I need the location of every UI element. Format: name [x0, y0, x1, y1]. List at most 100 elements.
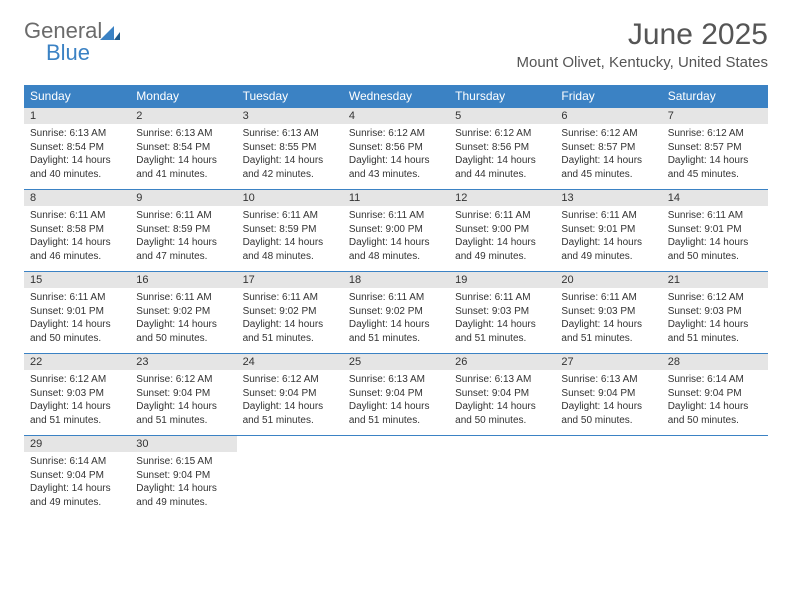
dow-header: Friday: [555, 85, 661, 107]
sunrise-line: Sunrise: 6:11 AM: [349, 209, 443, 223]
day-number: 30: [130, 436, 236, 452]
sunrise-line: Sunrise: 6:12 AM: [668, 127, 762, 141]
dow-header: Monday: [130, 85, 236, 107]
daylight-line: Daylight: 14 hours and 51 minutes.: [136, 400, 230, 427]
sunset-line: Sunset: 9:01 PM: [668, 223, 762, 237]
calendar-cell: 23Sunrise: 6:12 AMSunset: 9:04 PMDayligh…: [130, 353, 236, 435]
sunset-line: Sunset: 8:57 PM: [668, 141, 762, 155]
calendar-cell: 3Sunrise: 6:13 AMSunset: 8:55 PMDaylight…: [237, 107, 343, 189]
sunset-line: Sunset: 8:54 PM: [30, 141, 124, 155]
calendar-cell-blank: [555, 435, 661, 517]
sunrise-line: Sunrise: 6:11 AM: [30, 209, 124, 223]
daylight-line: Daylight: 14 hours and 50 minutes.: [136, 318, 230, 345]
daylight-line: Daylight: 14 hours and 51 minutes.: [243, 318, 337, 345]
daylight-line: Daylight: 14 hours and 48 minutes.: [243, 236, 337, 263]
calendar-cell: 12Sunrise: 6:11 AMSunset: 9:00 PMDayligh…: [449, 189, 555, 271]
sunset-line: Sunset: 9:02 PM: [349, 305, 443, 319]
sunrise-line: Sunrise: 6:14 AM: [30, 455, 124, 469]
day-body: Sunrise: 6:13 AMSunset: 8:55 PMDaylight:…: [237, 124, 343, 181]
calendar-cell: 15Sunrise: 6:11 AMSunset: 9:01 PMDayligh…: [24, 271, 130, 353]
day-body: Sunrise: 6:12 AMSunset: 8:57 PMDaylight:…: [555, 124, 661, 181]
sunset-line: Sunset: 8:54 PM: [136, 141, 230, 155]
sunrise-line: Sunrise: 6:11 AM: [455, 291, 549, 305]
daylight-line: Daylight: 14 hours and 44 minutes.: [455, 154, 549, 181]
calendar-cell: 20Sunrise: 6:11 AMSunset: 9:03 PMDayligh…: [555, 271, 661, 353]
sunset-line: Sunset: 9:03 PM: [455, 305, 549, 319]
calendar-cell: 5Sunrise: 6:12 AMSunset: 8:56 PMDaylight…: [449, 107, 555, 189]
header: GeneralBlue June 2025 Mount Olivet, Kent…: [0, 0, 792, 75]
day-body: Sunrise: 6:11 AMSunset: 9:03 PMDaylight:…: [555, 288, 661, 345]
day-number: 17: [237, 272, 343, 288]
day-number: 8: [24, 190, 130, 206]
daylight-line: Daylight: 14 hours and 51 minutes.: [455, 318, 549, 345]
calendar-cell: 14Sunrise: 6:11 AMSunset: 9:01 PMDayligh…: [662, 189, 768, 271]
day-number: 25: [343, 354, 449, 370]
day-number: 16: [130, 272, 236, 288]
day-body: Sunrise: 6:13 AMSunset: 8:54 PMDaylight:…: [130, 124, 236, 181]
day-number: 11: [343, 190, 449, 206]
calendar-cell: 7Sunrise: 6:12 AMSunset: 8:57 PMDaylight…: [662, 107, 768, 189]
day-number: 26: [449, 354, 555, 370]
day-number: 24: [237, 354, 343, 370]
sunrise-line: Sunrise: 6:12 AM: [349, 127, 443, 141]
day-number: 28: [662, 354, 768, 370]
calendar-cell: 26Sunrise: 6:13 AMSunset: 9:04 PMDayligh…: [449, 353, 555, 435]
sunset-line: Sunset: 9:02 PM: [136, 305, 230, 319]
sunrise-line: Sunrise: 6:12 AM: [668, 291, 762, 305]
daylight-line: Daylight: 14 hours and 42 minutes.: [243, 154, 337, 181]
dow-header: Saturday: [662, 85, 768, 107]
sunrise-line: Sunrise: 6:13 AM: [455, 373, 549, 387]
day-number: 27: [555, 354, 661, 370]
calendar-cell: 2Sunrise: 6:13 AMSunset: 8:54 PMDaylight…: [130, 107, 236, 189]
daylight-line: Daylight: 14 hours and 48 minutes.: [349, 236, 443, 263]
calendar-cell-blank: [449, 435, 555, 517]
logo-text-blue: Blue: [46, 40, 120, 66]
day-number: 15: [24, 272, 130, 288]
calendar-cell: 27Sunrise: 6:13 AMSunset: 9:04 PMDayligh…: [555, 353, 661, 435]
sunrise-line: Sunrise: 6:11 AM: [136, 209, 230, 223]
dow-header: Wednesday: [343, 85, 449, 107]
sunset-line: Sunset: 9:04 PM: [349, 387, 443, 401]
sunset-line: Sunset: 9:03 PM: [561, 305, 655, 319]
calendar-cell: 22Sunrise: 6:12 AMSunset: 9:03 PMDayligh…: [24, 353, 130, 435]
calendar-cell: 13Sunrise: 6:11 AMSunset: 9:01 PMDayligh…: [555, 189, 661, 271]
sunset-line: Sunset: 9:04 PM: [455, 387, 549, 401]
daylight-line: Daylight: 14 hours and 41 minutes.: [136, 154, 230, 181]
day-number: 1: [24, 108, 130, 124]
day-body: Sunrise: 6:11 AMSunset: 9:00 PMDaylight:…: [343, 206, 449, 263]
daylight-line: Daylight: 14 hours and 51 minutes.: [349, 400, 443, 427]
sunset-line: Sunset: 8:59 PM: [243, 223, 337, 237]
day-number: 21: [662, 272, 768, 288]
calendar-cell: 30Sunrise: 6:15 AMSunset: 9:04 PMDayligh…: [130, 435, 236, 517]
sunrise-line: Sunrise: 6:11 AM: [561, 291, 655, 305]
sunrise-line: Sunrise: 6:12 AM: [136, 373, 230, 387]
calendar-cell: 6Sunrise: 6:12 AMSunset: 8:57 PMDaylight…: [555, 107, 661, 189]
day-number: 2: [130, 108, 236, 124]
dow-header: Tuesday: [237, 85, 343, 107]
sunrise-line: Sunrise: 6:14 AM: [668, 373, 762, 387]
daylight-line: Daylight: 14 hours and 51 minutes.: [668, 318, 762, 345]
day-number: 13: [555, 190, 661, 206]
day-body: Sunrise: 6:11 AMSunset: 8:58 PMDaylight:…: [24, 206, 130, 263]
day-number: 3: [237, 108, 343, 124]
daylight-line: Daylight: 14 hours and 49 minutes.: [30, 482, 124, 509]
day-body: Sunrise: 6:13 AMSunset: 9:04 PMDaylight:…: [449, 370, 555, 427]
daylight-line: Daylight: 14 hours and 49 minutes.: [561, 236, 655, 263]
calendar-cell: 17Sunrise: 6:11 AMSunset: 9:02 PMDayligh…: [237, 271, 343, 353]
day-number: 4: [343, 108, 449, 124]
dow-header: Thursday: [449, 85, 555, 107]
day-body: Sunrise: 6:12 AMSunset: 9:03 PMDaylight:…: [24, 370, 130, 427]
day-body: Sunrise: 6:12 AMSunset: 8:56 PMDaylight:…: [343, 124, 449, 181]
sunrise-line: Sunrise: 6:12 AM: [561, 127, 655, 141]
day-body: Sunrise: 6:15 AMSunset: 9:04 PMDaylight:…: [130, 452, 236, 509]
sunset-line: Sunset: 9:01 PM: [561, 223, 655, 237]
sunset-line: Sunset: 9:01 PM: [30, 305, 124, 319]
sunrise-line: Sunrise: 6:12 AM: [243, 373, 337, 387]
sunrise-line: Sunrise: 6:11 AM: [243, 209, 337, 223]
day-body: Sunrise: 6:12 AMSunset: 8:57 PMDaylight:…: [662, 124, 768, 181]
calendar-cell: 11Sunrise: 6:11 AMSunset: 9:00 PMDayligh…: [343, 189, 449, 271]
sunrise-line: Sunrise: 6:11 AM: [349, 291, 443, 305]
calendar-cell: 25Sunrise: 6:13 AMSunset: 9:04 PMDayligh…: [343, 353, 449, 435]
daylight-line: Daylight: 14 hours and 51 minutes.: [561, 318, 655, 345]
calendar-grid: SundayMondayTuesdayWednesdayThursdayFrid…: [24, 85, 768, 517]
